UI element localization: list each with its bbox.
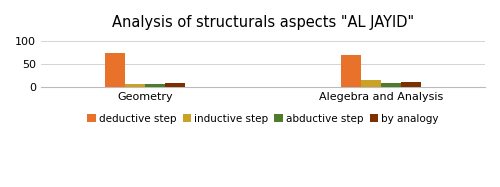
Bar <box>145 84 165 87</box>
Bar <box>106 53 125 87</box>
Legend: deductive step, inductive step, abductive step, by analogy: deductive step, inductive step, abductiv… <box>83 110 442 128</box>
Bar <box>342 55 361 87</box>
Title: Analysis of structurals aspects "AL JAYID": Analysis of structurals aspects "AL JAYI… <box>112 15 414 30</box>
Bar <box>381 83 401 87</box>
Bar <box>361 79 381 87</box>
Bar <box>164 83 184 87</box>
Bar <box>125 84 145 87</box>
Bar <box>401 82 420 87</box>
